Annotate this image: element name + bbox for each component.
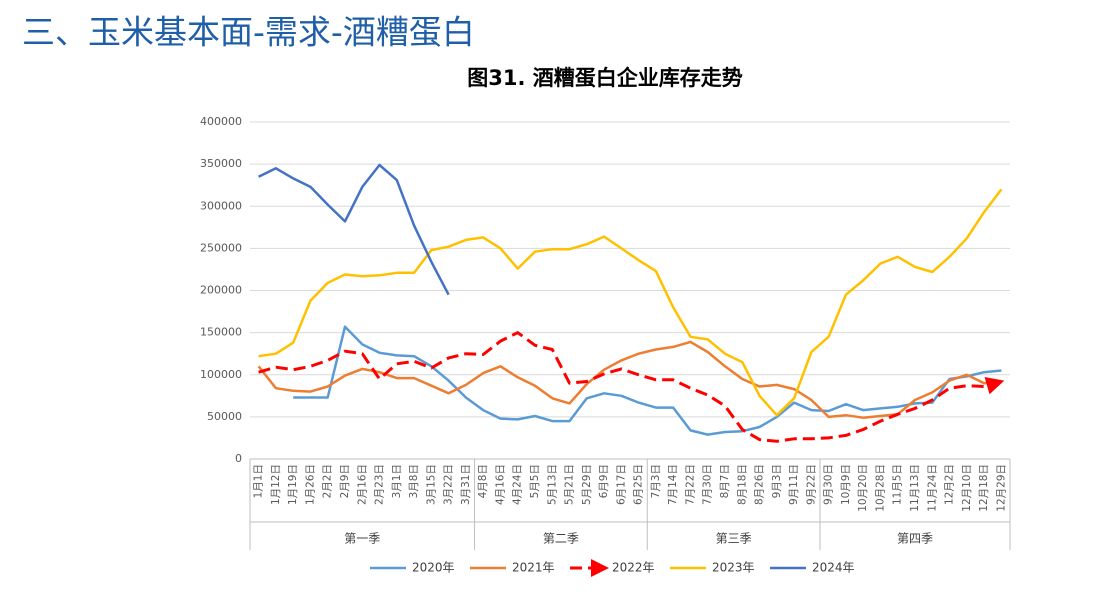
legend-label: 2024年 [812, 561, 855, 575]
x-tick-label: 10月28日 [874, 464, 886, 512]
y-tick-label: 100000 [200, 368, 242, 381]
x-tick-label: 2月16日 [356, 464, 368, 505]
x-tick-label: 5月21日 [564, 464, 576, 505]
slide-header: 三、玉米基本面-需求-酒糟蛋白 [22, 13, 475, 52]
x-tick-label: 2月23日 [374, 464, 386, 505]
x-tick-label: 3月22日 [443, 464, 455, 505]
x-tick-label: 3月8日 [408, 464, 420, 498]
x-tick-label: 4月24日 [512, 464, 524, 505]
x-tick-label: 8月26日 [754, 464, 766, 505]
group-label: 第三季 [716, 532, 752, 546]
series-line [257, 340, 1002, 419]
x-tick-label: 9月11日 [788, 464, 800, 505]
x-tick-label: 11月24日 [926, 464, 938, 512]
x-tick-label: 3月31日 [460, 464, 472, 505]
x-tick-label: 5月5日 [529, 464, 541, 498]
x-tick-label: 11月5日 [892, 464, 904, 505]
y-tick-label: 300000 [200, 199, 242, 212]
x-tick-label: 6月17日 [615, 464, 627, 505]
legend-label: 2021年 [512, 561, 555, 575]
y-tick-label: 50000 [207, 410, 242, 423]
x-tick-label: 11月13日 [909, 464, 921, 512]
x-tick-label: 7月3日 [650, 464, 662, 498]
group-label: 第四季 [897, 532, 933, 546]
series-line [258, 163, 450, 296]
y-tick-label: 250000 [200, 241, 242, 254]
y-tick-label: 0 [235, 452, 242, 465]
x-tick-label: 9月22日 [805, 464, 817, 505]
x-tick-label: 8月7日 [719, 464, 731, 498]
x-tick-label: 3月15日 [425, 464, 437, 505]
x-tick-label: 9月30日 [823, 464, 835, 505]
x-tick-label: 1月26日 [304, 464, 316, 505]
x-tick-label: 12月29日 [995, 464, 1007, 512]
x-tick-label: 10月9日 [840, 464, 852, 505]
y-tick-label: 200000 [200, 284, 242, 297]
x-tick-label: 2月9日 [339, 464, 351, 498]
x-tick-label: 12月2日 [944, 464, 956, 505]
x-tick-label: 10月20日 [857, 464, 869, 512]
x-tick-label: 2月2日 [322, 464, 334, 498]
x-tick-label: 8月18日 [736, 464, 748, 505]
x-tick-label: 5月13日 [546, 464, 558, 505]
x-tick-label: 7月22日 [684, 464, 696, 505]
x-tick-label: 5月29日 [581, 464, 593, 505]
x-tick-label: 1月12日 [270, 464, 282, 505]
legend-label: 2022年 [612, 561, 655, 575]
chart-title: 图31. 酒糟蛋白企业库存走势 [467, 66, 743, 90]
group-label: 第一季 [344, 532, 380, 546]
x-tick-label: 7月30日 [702, 464, 714, 505]
x-tick-label: 9月3日 [771, 464, 783, 498]
series-line [293, 325, 1002, 436]
series-line [258, 188, 1003, 417]
x-tick-label: 7月14日 [667, 464, 679, 505]
x-tick-label: 1月19日 [287, 464, 299, 505]
x-tick-label: 6月9日 [598, 464, 610, 498]
x-tick-label: 4月8日 [477, 464, 489, 498]
x-tick-label: 6月25日 [633, 464, 645, 505]
x-tick-label: 12月10日 [961, 464, 973, 512]
y-tick-label: 400000 [200, 115, 242, 128]
x-tick-label: 3月1日 [391, 464, 403, 498]
y-tick-label: 150000 [200, 326, 242, 339]
x-tick-label: 1月1日 [253, 464, 265, 498]
legend-label: 2023年 [712, 561, 755, 575]
series-line [258, 331, 1005, 443]
x-tick-label: 12月18日 [978, 464, 990, 512]
group-label: 第二季 [543, 532, 579, 546]
y-tick-label: 350000 [200, 157, 242, 170]
legend-label: 2020年 [412, 561, 455, 575]
x-tick-label: 4月16日 [494, 464, 506, 505]
